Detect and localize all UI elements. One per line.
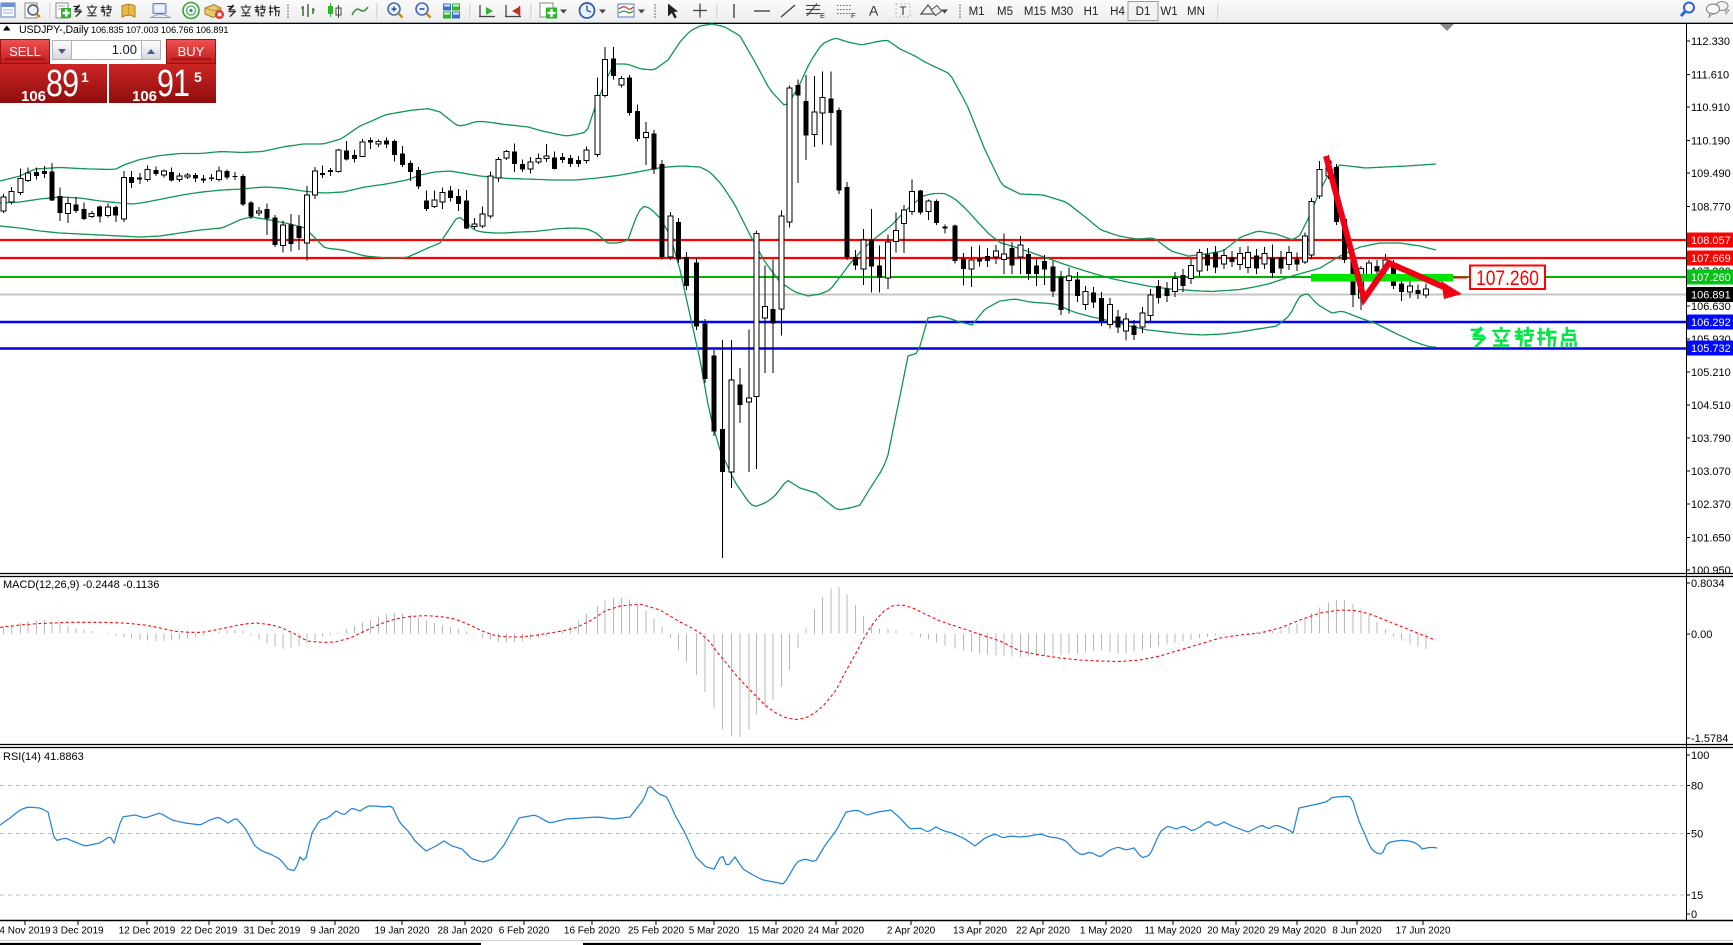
svg-text:15: 15 [1691,890,1703,902]
svg-text:-1.5784: -1.5784 [1691,733,1728,745]
svg-text:12 Dec 2019: 12 Dec 2019 [119,926,176,937]
svg-text:MN: MN [1187,6,1205,18]
svg-text:11 May 2020: 11 May 2020 [1144,926,1202,937]
svg-text:USDJPY-,Daily: USDJPY-,Daily [19,24,89,36]
svg-text:1 May 2020: 1 May 2020 [1080,926,1133,937]
svg-text:80: 80 [1691,781,1703,793]
svg-text:M5: M5 [997,6,1013,18]
svg-text:111.610: 111.610 [1691,70,1729,82]
svg-text:104.510: 104.510 [1691,400,1731,412]
svg-text:13 Apr 2020: 13 Apr 2020 [953,926,1007,937]
svg-text:T: T [900,6,907,18]
svg-text:106.891: 106.891 [1691,290,1731,302]
svg-text:50: 50 [1691,829,1703,841]
svg-text:16 Feb 2020: 16 Feb 2020 [564,926,621,937]
svg-text:103.790: 103.790 [1691,433,1731,445]
svg-text:H4: H4 [1110,6,1125,18]
svg-text:H1: H1 [1084,6,1099,18]
svg-text:17 Jun 2020: 17 Jun 2020 [1395,926,1450,937]
svg-text:25 Feb 2020: 25 Feb 2020 [628,926,685,937]
svg-text:6 Feb 2020: 6 Feb 2020 [499,926,550,937]
svg-text:9 Jan 2020: 9 Jan 2020 [310,926,360,937]
svg-text:M15: M15 [1024,6,1046,18]
svg-text:106.292: 106.292 [1691,317,1731,329]
svg-text:4 Nov 2019: 4 Nov 2019 [0,926,51,937]
svg-text:110.910: 110.910 [1691,102,1730,114]
svg-text:106.630: 106.630 [1691,301,1731,313]
svg-text:107.260: 107.260 [1691,272,1731,284]
svg-text:108.057: 108.057 [1691,235,1731,247]
svg-text:19 Jan 2020: 19 Jan 2020 [374,926,429,937]
svg-text:RSI(14) 41.8863: RSI(14) 41.8863 [3,751,84,763]
svg-text:20 May 2020: 20 May 2020 [1207,926,1265,937]
svg-text:107.669: 107.669 [1691,253,1731,265]
svg-text:2 Apr 2020: 2 Apr 2020 [887,926,936,937]
svg-text:5 Mar 2020: 5 Mar 2020 [689,926,740,937]
svg-text:MACD(12,26,9) -0.2448 -0.1136: MACD(12,26,9) -0.2448 -0.1136 [3,579,159,591]
svg-text:107.260: 107.260 [1476,267,1539,290]
svg-text:101.650: 101.650 [1691,533,1731,545]
svg-text:W1: W1 [1160,6,1177,18]
svg-text:108.770: 108.770 [1691,202,1731,214]
svg-text:0: 0 [1691,909,1697,921]
svg-text:24 Mar 2020: 24 Mar 2020 [808,926,865,937]
svg-text:F: F [851,11,856,20]
svg-text:15 Mar 2020: 15 Mar 2020 [748,926,805,937]
svg-text:105.210: 105.210 [1691,367,1731,379]
svg-text:112.330: 112.330 [1691,36,1730,48]
svg-text:31 Dec 2019: 31 Dec 2019 [244,926,301,937]
svg-text:102.370: 102.370 [1691,499,1731,511]
svg-text:3 Dec 2019: 3 Dec 2019 [52,926,104,937]
svg-text:0.00: 0.00 [1691,629,1712,641]
svg-text:29 May 2020: 29 May 2020 [1268,926,1326,937]
svg-text:0.8034: 0.8034 [1691,578,1725,590]
svg-text:22 Dec 2019: 22 Dec 2019 [181,926,238,937]
svg-text:M1: M1 [969,6,985,18]
svg-text:22 Apr 2020: 22 Apr 2020 [1016,926,1070,937]
svg-text:D1: D1 [1136,6,1151,18]
svg-text:28 Jan 2020: 28 Jan 2020 [437,926,492,937]
svg-text:100: 100 [1691,750,1709,762]
svg-text:103.070: 103.070 [1691,466,1731,478]
svg-text:E: E [820,11,825,20]
svg-text:109.490: 109.490 [1691,168,1731,180]
svg-text:105.732: 105.732 [1691,343,1731,355]
svg-text:8 Jun 2020: 8 Jun 2020 [1332,926,1382,937]
svg-text:106.835 107.003 106.766 106.89: 106.835 107.003 106.766 106.891 [91,25,228,35]
svg-text:100.950: 100.950 [1691,565,1731,577]
svg-text:M30: M30 [1051,6,1073,18]
svg-text:110.190: 110.190 [1691,136,1730,148]
svg-text:A: A [869,3,879,19]
